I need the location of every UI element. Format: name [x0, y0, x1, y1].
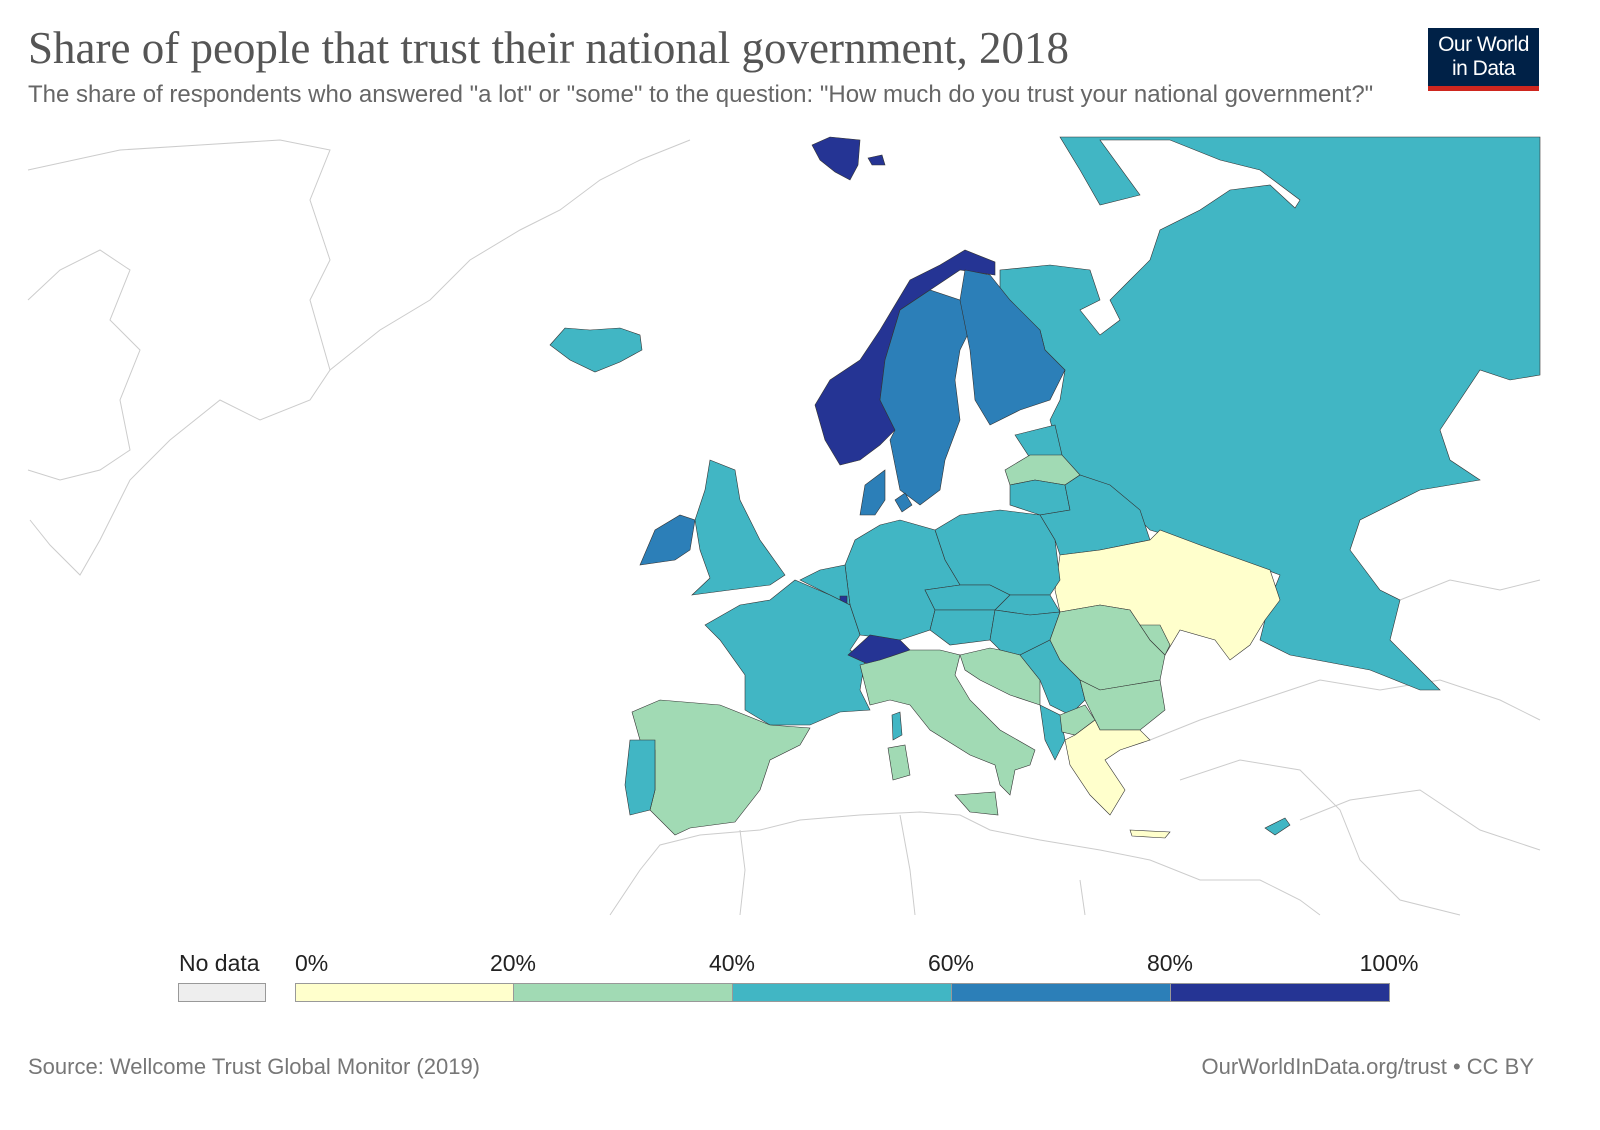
country-greece — [1064, 719, 1171, 839]
legend-bin-40-60 — [732, 983, 952, 1002]
logo-line-1: Our World — [1438, 33, 1529, 56]
country-ireland — [639, 514, 696, 566]
legend-tick-label: 0% — [295, 950, 329, 976]
country-sweden — [879, 289, 971, 506]
country-lithuania — [1009, 479, 1071, 516]
country-denmark — [859, 469, 913, 516]
legend-no-data-label: No data — [179, 950, 260, 976]
country-portugal — [624, 739, 656, 816]
legend-bin-60-80 — [951, 983, 1171, 1002]
legend-tick-label: 40% — [708, 950, 756, 976]
country-estonia — [1014, 424, 1063, 459]
legend-tick-label: 20% — [489, 950, 537, 976]
country-svalbard — [811, 136, 886, 181]
country-bulgaria — [1079, 679, 1166, 731]
country-corsica — [891, 711, 903, 741]
owid-logo[interactable]: Our World in Data — [1428, 28, 1539, 91]
country-montenegro-albania — [1039, 704, 1066, 761]
countries — [549, 136, 1541, 839]
country-russia — [999, 136, 1541, 691]
legend-bin-0-20 — [295, 983, 514, 1002]
country-united-kingdom — [691, 459, 786, 596]
country-slovenia-croatia-bosnia — [959, 647, 1041, 706]
country-finland — [959, 269, 1066, 426]
credit-link[interactable]: OurWorldInData.org/trust • CC BY — [1201, 1054, 1534, 1079]
legend-tick-label: 60% — [927, 950, 975, 976]
legend-no-data-swatch — [178, 983, 266, 1002]
country-sicily — [954, 791, 999, 816]
source-note[interactable]: Source: Wellcome Trust Global Monitor (2… — [28, 1054, 480, 1079]
logo-line-2: in Data — [1451, 57, 1516, 80]
country-norway — [814, 249, 996, 466]
chart-subtitle: The share of respondents who answered "a… — [28, 81, 1374, 108]
country-moldova — [1139, 624, 1171, 656]
country-czechia — [924, 584, 1011, 611]
country-austria — [929, 609, 996, 646]
country-sardinia — [887, 744, 911, 781]
legend-bin-80-100 — [1170, 983, 1390, 1002]
no-data-outlines — [27, 139, 1541, 916]
country-cyprus — [1264, 817, 1291, 836]
legend-bin-20-40 — [513, 983, 733, 1002]
legend-tick-label: 80% — [1146, 950, 1194, 976]
country-benelux — [799, 564, 851, 606]
chart-title: Share of people that trust their nationa… — [28, 23, 1069, 73]
country-italy — [859, 649, 1036, 796]
legend-tick-label: 100% — [1359, 950, 1419, 976]
country-iceland — [549, 327, 643, 373]
